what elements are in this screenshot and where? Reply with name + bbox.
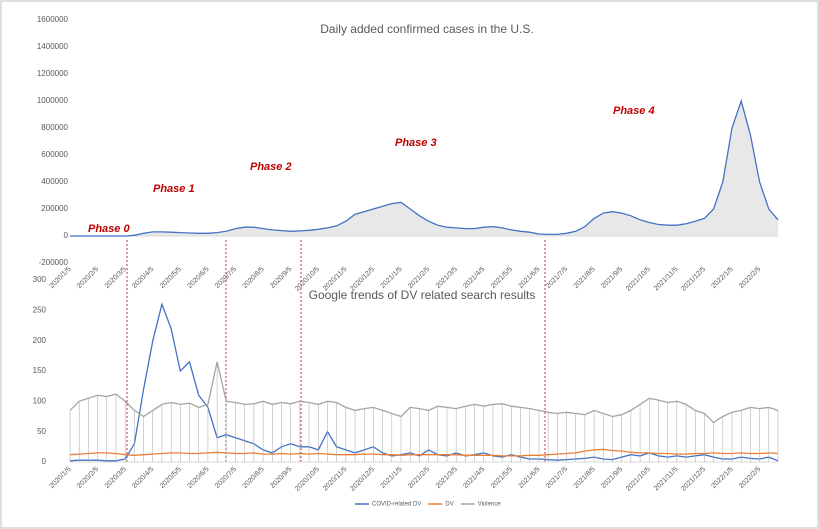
y-tick-label: 250 <box>33 305 47 314</box>
y-tick-label: 1400000 <box>37 42 69 51</box>
y-tick-label: 150 <box>33 366 47 375</box>
y-tick-label: 50 <box>37 427 46 436</box>
annotation: Phase 3 <box>395 137 437 149</box>
series-line <box>69 361 779 424</box>
area <box>70 101 778 236</box>
annotation: Phase 1 <box>153 183 195 195</box>
series-line <box>69 302 779 462</box>
y-tick-label: 600000 <box>41 150 68 159</box>
y-tick-label: 800000 <box>41 123 68 132</box>
series-line <box>70 98 779 237</box>
series-line <box>69 448 779 457</box>
legend-label: COVID-related DV <box>372 502 421 508</box>
y-tick-label: 100 <box>33 396 47 405</box>
y-tick-label: 0 <box>64 231 69 240</box>
y-tick-label: 200 <box>33 336 47 345</box>
y-tick-label: 1600000 <box>37 15 69 24</box>
y-tick-label: 0 <box>42 457 47 466</box>
legend-label: Violence <box>478 502 502 508</box>
legend-label: DV <box>445 502 453 508</box>
y-tick-label: 300 <box>33 275 47 284</box>
y-tick-label: 1200000 <box>37 69 69 78</box>
annotation: Phase 2 <box>250 161 292 173</box>
y-tick-label: 1000000 <box>37 96 69 105</box>
annotation: Phase 4 <box>613 105 655 117</box>
y-tick-label: 400000 <box>41 177 68 186</box>
y-tick-label: -200000 <box>39 258 69 267</box>
y-tick-label: 200000 <box>41 204 68 213</box>
chart-title: Google trends of DV related search resul… <box>309 288 536 302</box>
annotation: Phase 0 <box>88 223 130 235</box>
chart-title: Daily added confirmed cases in the U.S. <box>320 22 533 36</box>
